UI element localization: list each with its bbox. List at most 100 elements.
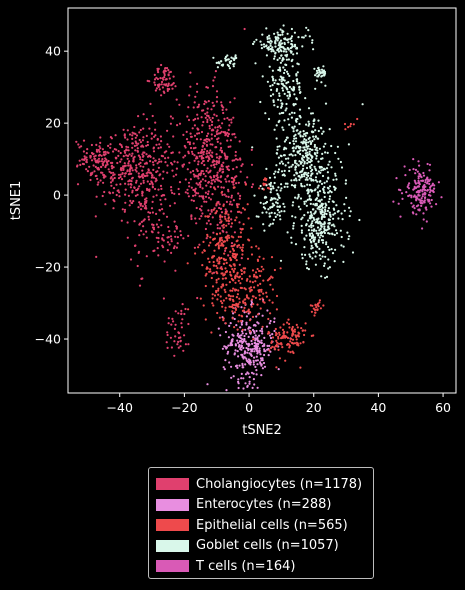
- point-series-1: [255, 349, 259, 353]
- point-series-0: [158, 88, 161, 91]
- x-tick-label: 40: [370, 400, 386, 415]
- point-series-3: [335, 178, 338, 181]
- point-series-0: [198, 217, 201, 220]
- point-series-0: [213, 166, 216, 169]
- point-series-2: [229, 289, 232, 292]
- point-series-0: [152, 176, 156, 179]
- point-series-2: [243, 306, 246, 309]
- point-series-3: [274, 170, 277, 173]
- point-series-0: [137, 251, 140, 254]
- point-series-1: [254, 365, 257, 368]
- point-series-0: [130, 180, 133, 183]
- point-series-3: [334, 174, 337, 177]
- point-series-2: [222, 223, 225, 226]
- point-series-0: [198, 207, 202, 211]
- point-series-2: [273, 268, 276, 272]
- point-series-4: [405, 191, 408, 194]
- point-series-0: [147, 215, 150, 218]
- point-series-1: [242, 346, 245, 350]
- point-series-1: [277, 368, 280, 371]
- point-series-1: [263, 348, 266, 351]
- point-series-2: [227, 219, 230, 223]
- point-series-3: [345, 196, 348, 199]
- point-series-3: [297, 146, 301, 149]
- point-series-0: [102, 161, 105, 164]
- point-series-2: [204, 318, 207, 321]
- point-series-0: [192, 188, 195, 192]
- point-series-3: [314, 135, 317, 138]
- point-series-2: [218, 260, 221, 263]
- point-series-3: [328, 128, 331, 131]
- point-series-1: [243, 334, 246, 338]
- point-series-2: [287, 343, 290, 346]
- point-series-2: [240, 314, 243, 317]
- point-series-0: [193, 246, 196, 249]
- point-series-4: [421, 188, 424, 191]
- point-series-2: [278, 333, 281, 336]
- point-series-1: [244, 363, 247, 366]
- point-series-0: [211, 116, 214, 120]
- point-series-0: [207, 209, 210, 212]
- point-series-0: [146, 188, 149, 192]
- point-series-3: [321, 255, 324, 258]
- point-series-2: [224, 217, 227, 220]
- point-series-3: [322, 230, 325, 233]
- point-series-2: [234, 281, 237, 284]
- point-series-2: [241, 246, 244, 249]
- point-series-0: [200, 151, 203, 154]
- points-layer: [75, 24, 443, 392]
- point-series-2: [222, 204, 225, 207]
- point-series-0: [215, 90, 219, 93]
- point-series-0: [229, 145, 232, 148]
- point-series-3: [291, 45, 294, 48]
- point-series-4: [428, 182, 431, 185]
- point-series-0: [177, 340, 180, 343]
- point-series-3: [301, 216, 304, 219]
- point-series-3: [308, 253, 311, 256]
- point-series-2: [230, 222, 234, 225]
- point-series-3: [324, 102, 328, 105]
- legend-label-enterocytes: Enterocytes (n=288): [196, 497, 332, 513]
- point-series-0: [228, 180, 231, 183]
- point-series-2: [252, 295, 255, 298]
- point-series-0: [106, 163, 109, 166]
- point-series-0: [81, 158, 84, 161]
- point-series-3: [311, 257, 314, 260]
- point-series-3: [271, 198, 274, 201]
- point-series-3: [329, 189, 332, 193]
- point-series-3: [325, 167, 329, 170]
- point-series-0: [95, 195, 98, 198]
- point-series-0: [162, 212, 165, 215]
- point-series-3: [290, 165, 293, 168]
- point-series-3: [314, 221, 317, 224]
- point-series-0: [84, 157, 87, 160]
- legend-swatch-t-cells: [156, 560, 189, 573]
- point-series-3: [301, 175, 304, 178]
- point-series-3: [299, 208, 302, 211]
- point-series-3: [292, 201, 295, 204]
- point-series-0: [85, 152, 88, 155]
- point-series-0: [166, 89, 169, 92]
- point-series-4: [420, 179, 423, 182]
- point-series-0: [201, 170, 204, 173]
- point-series-4: [424, 206, 428, 209]
- point-series-0: [146, 140, 149, 144]
- point-series-3: [320, 275, 323, 278]
- point-series-3: [293, 174, 296, 177]
- point-series-2: [212, 304, 215, 307]
- point-series-0: [230, 218, 233, 221]
- point-series-3: [287, 41, 290, 44]
- point-series-0: [141, 144, 144, 147]
- point-series-0: [157, 147, 160, 150]
- point-series-2: [293, 342, 297, 345]
- point-series-2: [257, 247, 260, 250]
- point-series-3: [306, 198, 309, 201]
- point-series-0: [171, 163, 174, 166]
- point-series-3: [299, 135, 302, 138]
- point-series-4: [432, 190, 435, 194]
- point-series-4: [429, 188, 432, 191]
- point-series-2: [291, 341, 294, 345]
- point-series-3: [253, 194, 256, 197]
- point-series-1: [273, 320, 276, 323]
- point-series-2: [254, 296, 257, 299]
